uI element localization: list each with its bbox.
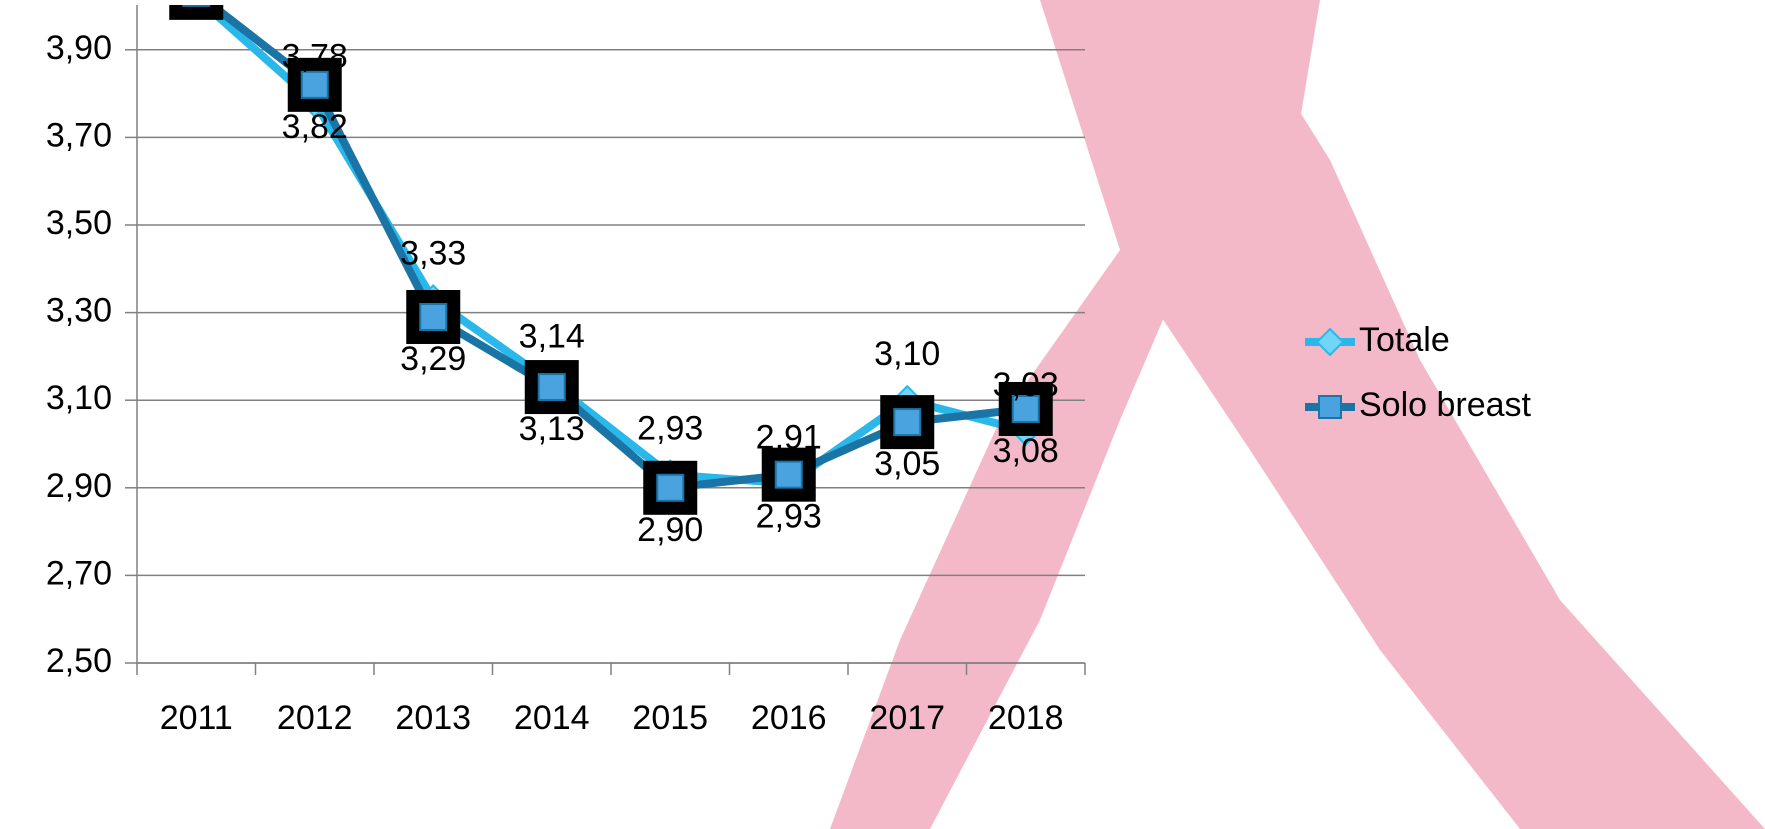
legend-label: Totale — [1359, 321, 1450, 359]
legend-marker — [1318, 395, 1342, 419]
y-tick-label: 3,50 — [46, 204, 112, 242]
x-tick-label: 2016 — [751, 699, 827, 737]
y-tick-label: 2,50 — [46, 642, 112, 680]
ribbon-background — [830, 0, 1765, 829]
data-label: 3,29 — [400, 340, 466, 378]
data-label: 2,91 — [756, 418, 822, 456]
data-label: 3,05 — [874, 445, 940, 483]
point-marker — [537, 373, 566, 402]
y-tick-label: 3,10 — [46, 379, 112, 417]
data-label: 3,78 — [282, 37, 348, 75]
y-tick-label: 2,90 — [46, 467, 112, 505]
y-tick-label: 3,90 — [46, 29, 112, 67]
y-tick-label: 3,70 — [46, 116, 112, 154]
data-label: 2,93 — [637, 410, 703, 448]
x-tick-label: 2012 — [277, 699, 353, 737]
data-label: 3,03 — [993, 366, 1059, 404]
data-label: 3,82 — [282, 108, 348, 146]
legend-marker — [1315, 327, 1345, 357]
x-tick-label: 2014 — [514, 699, 590, 737]
point-marker — [300, 70, 329, 99]
data-label: 2,93 — [756, 498, 822, 536]
data-label: 3,08 — [993, 432, 1059, 470]
point-marker — [656, 473, 685, 502]
data-label: 2,90 — [637, 511, 703, 549]
y-tick-label: 3,30 — [46, 292, 112, 330]
data-label: 3,13 — [519, 410, 585, 448]
legend-label: Solo breast — [1359, 386, 1532, 424]
point-marker — [1011, 394, 1040, 423]
x-tick-label: 2015 — [632, 699, 708, 737]
data-label: 3,33 — [400, 234, 466, 272]
x-tick-label: 2018 — [988, 699, 1064, 737]
point-marker-shadow — [169, 5, 224, 20]
x-tick-label: 2013 — [395, 699, 471, 737]
point-marker — [774, 460, 803, 489]
point-marker — [182, 5, 211, 7]
point-marker — [419, 302, 448, 331]
x-tick-label: 2017 — [869, 699, 945, 737]
data-label: 3,10 — [874, 335, 940, 373]
data-label: 3,14 — [519, 318, 585, 356]
plot-area — [169, 5, 1053, 515]
y-tick-label: 2,70 — [46, 554, 112, 592]
x-tick-label: 2011 — [160, 699, 233, 737]
point-marker — [893, 408, 922, 437]
